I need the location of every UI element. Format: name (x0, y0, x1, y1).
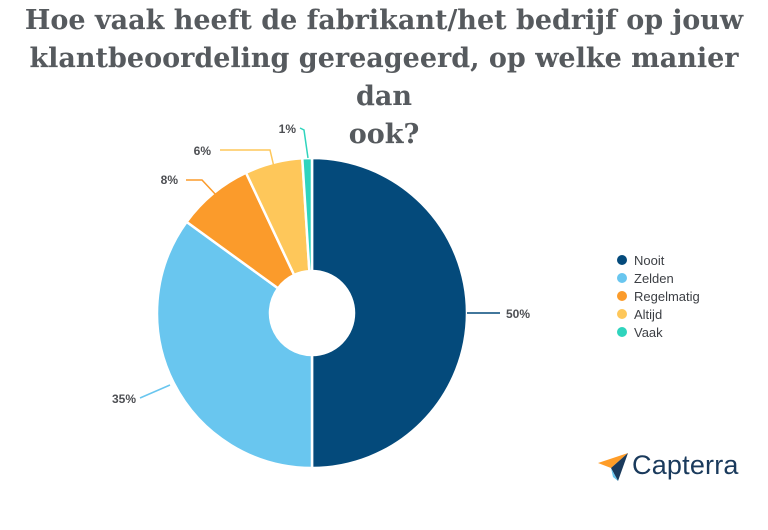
chart-legend: Nooit Zelden Regelmatig Altijd Vaak (617, 251, 700, 341)
legend-swatch (617, 327, 627, 337)
legend-item-nooit: Nooit (617, 251, 700, 269)
brand-name: Capterra (632, 449, 739, 480)
data-label-regelmatig: 8% (161, 173, 179, 187)
chart-title: Hoe vaak heeft de fabrikant/het bedrijf … (20, 2, 748, 154)
chart-data-labels: 50% 35% 8% 6% 1% (112, 122, 530, 406)
data-label-nooit: 50% (506, 307, 530, 321)
chart-slices (155, 156, 469, 470)
legend-swatch (617, 291, 627, 301)
legend-label: Altijd (634, 306, 663, 322)
legend-label: Vaak (634, 324, 663, 340)
title-line-3: ook? (348, 119, 420, 150)
slice-vaak (300, 156, 314, 273)
data-label-zelden: 35% (112, 392, 136, 406)
legend-label: Nooit (634, 252, 665, 268)
chart-leader-lines (139, 127, 500, 399)
data-label-altijd: 6% (194, 144, 212, 158)
legend-label: Zelden (634, 270, 674, 286)
legend-item-altijd: Altijd (617, 305, 700, 323)
slice-nooit (310, 156, 469, 470)
leader-line-zelden (139, 384, 171, 399)
title-line-1: Hoe vaak heeft de fabrikant/het bedrijf … (24, 5, 744, 36)
leader-line-altijd (220, 149, 275, 168)
title-line-2: klantbeoordeling gereageerd, op welke ma… (29, 43, 739, 112)
legend-item-zelden: Zelden (617, 269, 700, 287)
legend-swatch (617, 309, 627, 319)
slice-zelden (155, 220, 314, 470)
legend-swatch (617, 255, 627, 265)
legend-swatch (617, 273, 627, 283)
legend-item-regelmatig: Regelmatig (617, 287, 700, 305)
data-label-vaak: 1% (279, 122, 297, 136)
capterra-arrow-icon (598, 453, 628, 481)
leader-line-regelmatig (186, 179, 218, 197)
legend-label: Regelmatig (634, 288, 700, 304)
leader-line-vaak (299, 127, 309, 159)
capterra-logo: Capterra (598, 449, 739, 481)
legend-item-vaak: Vaak (617, 323, 700, 341)
